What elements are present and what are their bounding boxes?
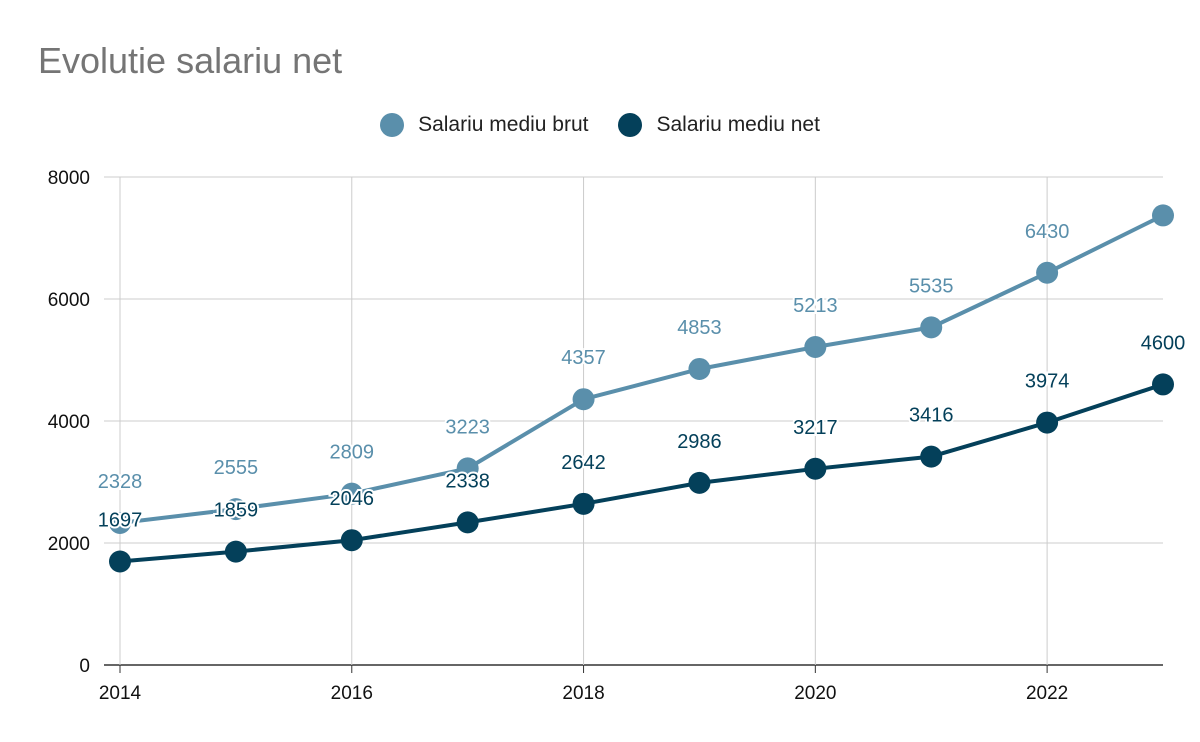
data-point-brut [1036,261,1059,284]
y-tick-label: 2000 [48,534,90,555]
series-line-net [119,382,1164,564]
data-point-net [688,471,711,494]
data-point-net [920,445,943,468]
data-point-brut [804,336,827,359]
data-point-brut [224,498,247,521]
data-label-brut: 4853 [677,317,722,339]
data-label-brut: 5213 [793,295,838,317]
x-tick-label: 2022 [1026,683,1068,704]
data-label-net: 4600 [1141,332,1186,354]
data-label-brut: 5535 [909,275,954,297]
y-tick-label: 6000 [48,290,90,311]
data-point-net [1152,373,1174,396]
legend-swatch-brut [380,113,405,137]
data-label-brut: 4357 [561,347,606,369]
data-label-net: 1859 [214,500,259,522]
series-line-brut [119,213,1164,525]
data-point-net [340,529,363,552]
data-point-net [804,457,827,480]
legend-swatch-net [618,113,643,137]
data-label-net: 3217 [793,417,838,439]
data-point-brut [688,357,711,380]
data-point-brut [920,316,943,339]
data-point-net [456,511,479,534]
data-label-net: 2986 [677,431,722,453]
y-tick-label: 8000 [48,168,90,189]
x-tick-label: 2020 [794,683,836,704]
x-tick-label: 2016 [331,683,373,704]
legend-item-brut[interactable]: Salariu mediu brut [380,113,588,137]
data-label-brut: 2555 [214,457,259,479]
legend-label-brut: Salariu mediu brut [418,113,589,136]
data-label-brut: 6430 [1025,221,1070,243]
data-point-brut [572,388,595,411]
data-label-net: 2338 [445,470,490,492]
data-label-brut: 3223 [445,416,490,438]
legend-label-net: Salariu mediu net [656,113,820,136]
data-label-net: 2642 [561,452,606,474]
legend-item-net[interactable]: Salariu mediu net [618,113,820,137]
data-point-net [109,550,131,573]
data-label-net: 3974 [1025,371,1070,393]
data-point-brut [340,482,363,505]
y-tick-label: 0 [79,656,90,677]
data-label-brut: 2809 [330,442,375,464]
data-label-net: 2046 [330,488,375,510]
data-label-net: 3416 [909,405,954,427]
data-point-brut [109,511,131,534]
data-point-net [572,492,595,515]
data-point-brut [1152,204,1174,227]
legend: Salariu mediu brut Salariu mediu net [0,108,1200,142]
data-point-net [1036,411,1059,434]
y-tick-label: 4000 [48,412,90,433]
x-tick-label: 2014 [99,683,142,704]
chart-title: Evolutie salariu net [38,40,343,81]
x-tick-label: 2018 [562,683,604,704]
data-point-brut [456,457,479,480]
data-point-net [224,540,247,563]
data-label-net: 1697 [98,509,143,531]
data-label-brut: 2328 [98,471,143,493]
